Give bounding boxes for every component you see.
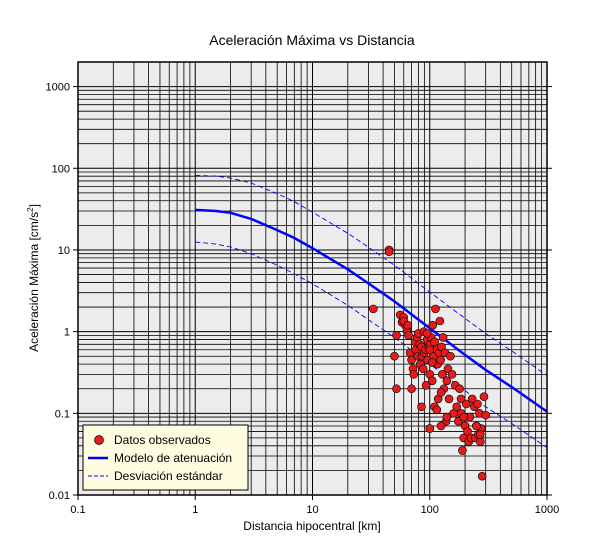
- observed-data-point: [456, 394, 466, 404]
- grid-lines: [77, 61, 547, 496]
- x-tick-label: 1000: [535, 504, 559, 516]
- y-axis-label-tail: ]: [27, 204, 41, 207]
- x-tick-label: 0.1: [70, 504, 85, 516]
- y-tick-label: 0.1: [55, 408, 70, 420]
- observed-data-point: [436, 421, 446, 431]
- chart-title: Aceleración Máxima vs Distancia: [209, 32, 415, 48]
- observed-data-point: [407, 355, 416, 365]
- attenuation-model-line: [195, 208, 548, 413]
- observed-data-point: [481, 410, 490, 420]
- observed-data-point: [442, 412, 452, 422]
- observed-data-point: [403, 320, 413, 330]
- observed-data-point: [432, 405, 442, 415]
- observed-data-point: [476, 430, 485, 439]
- legend-box: [82, 424, 249, 491]
- y-tick-label: 100: [52, 163, 70, 175]
- observed-data-point: [404, 331, 413, 340]
- observed-data-point: [461, 399, 471, 409]
- observed-data-point: [390, 351, 399, 361]
- observed-data-point: [438, 370, 447, 379]
- legend-label-deviation: Desviación estándar: [114, 469, 223, 483]
- observed-data-point: [421, 381, 431, 390]
- y-axis-label-main: Aceleración Máxima [cm/s: [27, 212, 41, 352]
- observed-data-point: [444, 394, 454, 404]
- observed-data-point: [459, 412, 469, 422]
- x-axis-label: Distancia hipocentral [km]: [243, 519, 380, 533]
- observed-data-point: [436, 355, 446, 365]
- observed-data-point: [422, 329, 432, 338]
- observed-data-point: [427, 376, 437, 386]
- x-tick-label: 100: [421, 504, 439, 516]
- observed-data-point: [436, 388, 446, 397]
- observed-data-point: [425, 424, 435, 433]
- observed-data-point: [435, 316, 445, 326]
- observed-data-point: [476, 437, 485, 446]
- observed-data-point: [467, 394, 477, 404]
- observed-data-point: [368, 304, 378, 314]
- observed-data-point: [425, 345, 435, 355]
- observed-data-point: [455, 384, 464, 394]
- observed-data-point: [452, 402, 462, 412]
- observed-data-point: [431, 304, 440, 314]
- x-tick-label: 1: [192, 504, 198, 516]
- observed-data-point: [407, 384, 416, 394]
- standard-deviation-line: [195, 174, 548, 376]
- observed-data-point: [438, 333, 448, 342]
- observed-data-point: [473, 399, 482, 409]
- x-tick-label: 10: [306, 504, 318, 516]
- y-tick-label: 1: [64, 327, 70, 339]
- y-tick-label: 10: [58, 245, 70, 257]
- observed-data-point: [479, 392, 489, 401]
- legend: Datos observados Modelo de atenuación De…: [82, 424, 249, 491]
- legend-label-model: Modelo de atenuación: [114, 451, 232, 465]
- observed-data-point: [392, 331, 401, 340]
- observed-data-point: [446, 351, 455, 361]
- observed-data-point: [477, 471, 487, 481]
- observed-data-point: [430, 337, 439, 347]
- observed-data-point: [442, 376, 452, 386]
- y-tick-label: 1000: [46, 82, 70, 94]
- observed-data-point: [418, 364, 428, 374]
- observed-data-point: [447, 370, 457, 379]
- observed-data-point: [409, 370, 419, 379]
- observed-data-point: [392, 384, 401, 394]
- y-axis-label-superscript: 2: [26, 207, 35, 212]
- legend-marker-observed: [94, 435, 104, 445]
- observed-data-point: [427, 358, 437, 367]
- observed-data-point: [472, 421, 481, 431]
- y-axis-label: Aceleración Máxima [cm/s2]: [26, 204, 41, 352]
- series-layer: [195, 174, 548, 481]
- observed-data-point: [384, 247, 394, 257]
- observed-data-point: [458, 446, 467, 455]
- y-tick-label: 0.01: [49, 490, 70, 502]
- observed-data-point: [417, 402, 426, 412]
- legend-label-observed: Datos observados: [114, 433, 211, 447]
- observed-data-point: [428, 320, 438, 330]
